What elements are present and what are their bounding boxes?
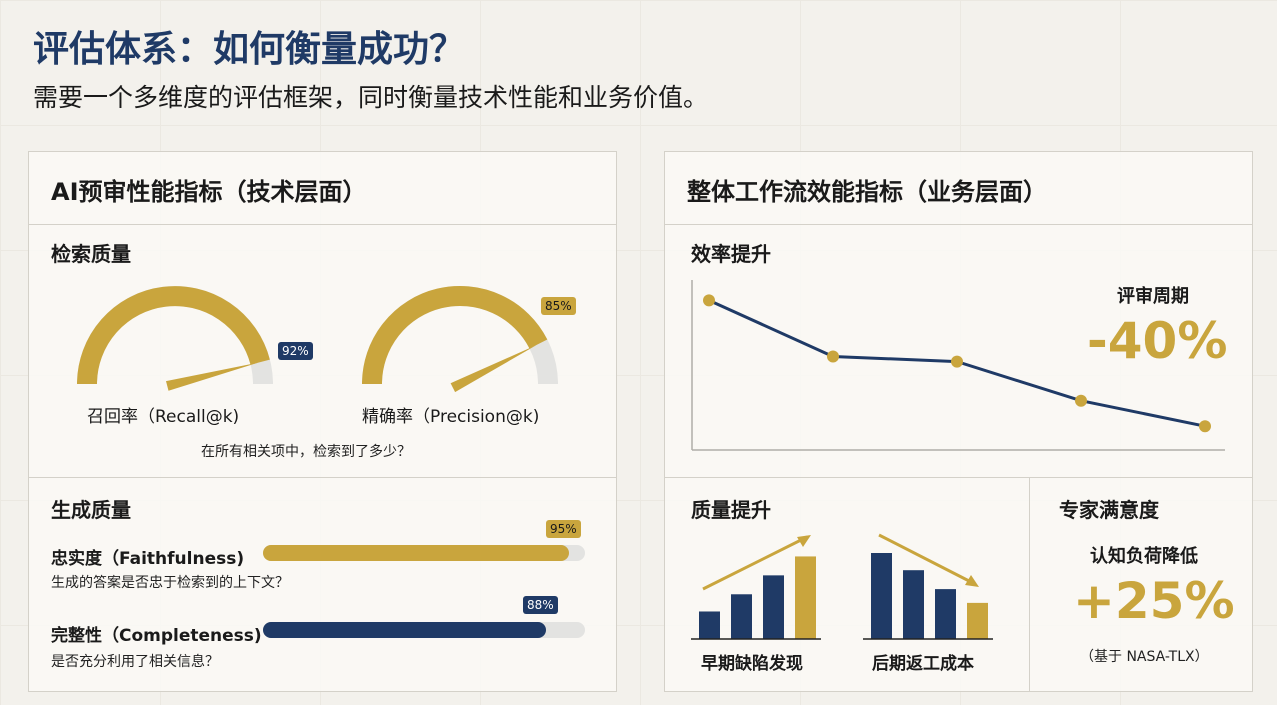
late-rework-bar-2: [903, 570, 924, 639]
faithfulness-label: 忠实度（Faithfulness): [51, 549, 245, 569]
precision-value-badge: 85%: [541, 297, 576, 315]
quality-title: 质量提升: [691, 498, 771, 522]
satisfaction-value: +25%: [1073, 572, 1235, 630]
satisfaction-title: 专家满意度: [1059, 498, 1159, 522]
trend-point-5: [1199, 420, 1211, 433]
business-panel-header: 整体工作流效能指标（业务层面）: [665, 152, 1252, 225]
technical-metrics-panel: AI预审性能指标（技术层面） 检索质量 92% 召回率（Recall@k) 85…: [28, 151, 617, 692]
early-arrow-head: [797, 535, 811, 547]
early-defect-bar-3: [763, 575, 784, 639]
late-rework-label: 后期返工成本: [872, 654, 974, 674]
recall-label: 召回率（Recall@k): [87, 407, 240, 427]
early-defect-bar-1: [699, 611, 720, 639]
faithfulness-description: 生成的答案是否忠于检索到的上下文？: [51, 575, 289, 591]
late-rework-bar-4: [967, 602, 988, 639]
business-metrics-panel: 整体工作流效能指标（业务层面） 效率提升 评审周期 -40% 质量提升 早期缺陷…: [664, 151, 1253, 692]
late-arrow-head: [965, 575, 979, 587]
completeness-description: 是否充分利用了相关信息？: [51, 654, 219, 670]
technical-panel-header: AI预审性能指标（技术层面）: [29, 152, 616, 225]
completeness-bar-track: [263, 622, 585, 638]
late-arrow-line: [878, 533, 974, 585]
precision-gauge-arc: [362, 285, 548, 385]
recall-gauge-needle: [166, 362, 259, 391]
precision-gauge: [362, 285, 558, 392]
faithfulness-value-badge: 95%: [546, 520, 581, 538]
efficiency-metric-label: 评审周期: [1117, 286, 1189, 307]
early-defect-chart: [691, 535, 821, 640]
completeness-bar-fill: [263, 622, 547, 638]
technical-panel-title: AI预审性能指标（技术层面）: [51, 178, 367, 206]
trend-point-1: [703, 294, 715, 307]
early-defect-label: 早期缺陷发现: [701, 654, 803, 674]
recall-gauge-arc: [77, 286, 270, 385]
completeness-value-badge: 88%: [523, 596, 558, 614]
efficiency-trend-chart: [691, 280, 1225, 451]
left-divider: [29, 477, 616, 478]
right-divider: [665, 477, 1252, 478]
late-rework-chart: [863, 533, 993, 640]
retrieval-quality-title: 检索质量: [51, 242, 131, 266]
efficiency-metric-value: -40%: [1087, 312, 1228, 370]
generation-quality-title: 生成质量: [51, 498, 131, 522]
early-defect-bar-2: [731, 594, 752, 639]
efficiency-title: 效率提升: [691, 242, 771, 266]
satisfaction-note: （基于 NASA-TLX）: [1080, 649, 1209, 665]
recall-value-badge: 92%: [278, 342, 313, 360]
early-arrow-line: [702, 535, 808, 591]
right-vertical-divider: [1029, 477, 1030, 691]
completeness-label: 完整性（Completeness): [51, 626, 262, 646]
page-title: 评估体系：如何衡量成功？: [33, 29, 466, 70]
recall-gauge: [77, 286, 273, 391]
satisfaction-label: 认知负荷降低: [1090, 546, 1198, 567]
late-rework-bar-3: [935, 589, 956, 639]
late-rework-bar-1: [871, 553, 892, 639]
page-subtitle: 需要一个多维度的评估框架，同时衡量技术性能和业务价值。: [33, 83, 709, 112]
precision-gauge-needle: [450, 345, 537, 392]
precision-label: 精确率（Precision@k): [362, 407, 540, 427]
early-defect-bar-4: [795, 556, 816, 639]
faithfulness-bar-fill: [263, 545, 569, 561]
trend-point-3: [951, 355, 963, 368]
business-panel-title: 整体工作流效能指标（业务层面）: [687, 178, 1047, 206]
trend-point-4: [1075, 394, 1087, 407]
retrieval-caption: 在所有相关项中，检索到了多少？: [201, 444, 411, 460]
trend-point-2: [827, 350, 839, 363]
faithfulness-bar-track: [263, 545, 585, 561]
